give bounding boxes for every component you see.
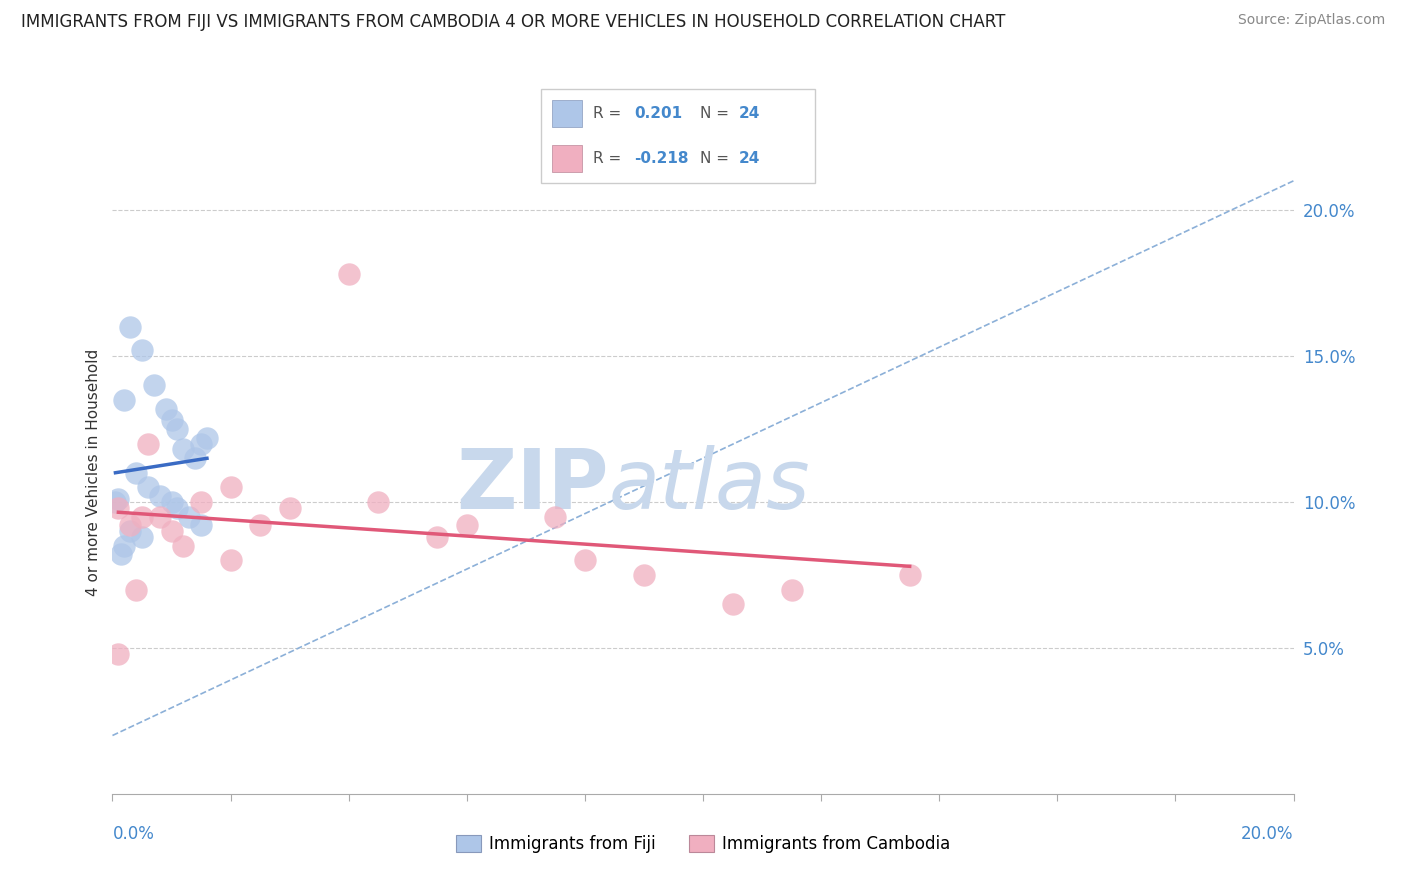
Point [112, 539, 135, 553]
Point [160, 524, 183, 538]
Point [120, 524, 142, 538]
FancyBboxPatch shape [553, 101, 582, 127]
Point [136, 436, 159, 450]
Point [149, 509, 172, 524]
Point [131, 343, 153, 358]
Point [172, 539, 194, 553]
Point [112, 392, 135, 407]
Text: 24: 24 [738, 106, 761, 121]
Point [456, 518, 478, 533]
Point [120, 319, 142, 334]
Point [633, 568, 655, 582]
Text: IMMIGRANTS FROM FIJI VS IMMIGRANTS FROM CAMBODIA 4 OR MORE VEHICLES IN HOUSEHOLD: IMMIGRANTS FROM FIJI VS IMMIGRANTS FROM … [21, 13, 1005, 31]
Text: atlas: atlas [609, 445, 810, 526]
Point [131, 509, 153, 524]
Point [149, 489, 172, 503]
Text: ZIP: ZIP [456, 445, 609, 526]
Point [721, 597, 744, 611]
Point [107, 500, 129, 515]
Text: 0.201: 0.201 [634, 106, 683, 121]
Point [166, 500, 188, 515]
Point [131, 530, 153, 544]
Text: N =: N = [700, 151, 734, 166]
Point [125, 582, 148, 597]
Point [104, 495, 127, 509]
Point [219, 553, 242, 567]
Point [367, 495, 389, 509]
Point [136, 480, 159, 494]
Text: N =: N = [700, 106, 734, 121]
Text: 20.0%: 20.0% [1241, 825, 1294, 843]
FancyBboxPatch shape [541, 89, 815, 183]
Text: -0.218: -0.218 [634, 151, 689, 166]
Point [172, 442, 194, 457]
Text: Source: ZipAtlas.com: Source: ZipAtlas.com [1237, 13, 1385, 28]
Point [110, 548, 132, 562]
Text: R =: R = [593, 106, 627, 121]
Point [190, 436, 212, 450]
Point [219, 480, 242, 494]
Point [120, 518, 142, 533]
Point [190, 518, 212, 533]
Point [278, 500, 301, 515]
Point [780, 582, 803, 597]
Text: 0.0%: 0.0% [112, 825, 155, 843]
Point [107, 491, 129, 506]
Point [160, 413, 183, 427]
Text: R =: R = [593, 151, 627, 166]
Point [426, 530, 449, 544]
Point [160, 495, 183, 509]
Point [125, 466, 148, 480]
Point [544, 509, 567, 524]
Legend: Immigrants from Fiji, Immigrants from Cambodia: Immigrants from Fiji, Immigrants from Ca… [449, 828, 957, 859]
Point [166, 422, 188, 436]
Point [155, 401, 177, 416]
Point [249, 518, 271, 533]
Text: 24: 24 [738, 151, 761, 166]
Point [574, 553, 596, 567]
Point [184, 451, 207, 466]
Point [898, 568, 921, 582]
Point [195, 431, 218, 445]
Point [190, 495, 212, 509]
Y-axis label: 4 or more Vehicles in Household: 4 or more Vehicles in Household [86, 349, 101, 597]
Point [107, 647, 129, 661]
Point [142, 378, 165, 392]
Point [179, 509, 201, 524]
Point [337, 267, 360, 281]
FancyBboxPatch shape [553, 145, 582, 171]
